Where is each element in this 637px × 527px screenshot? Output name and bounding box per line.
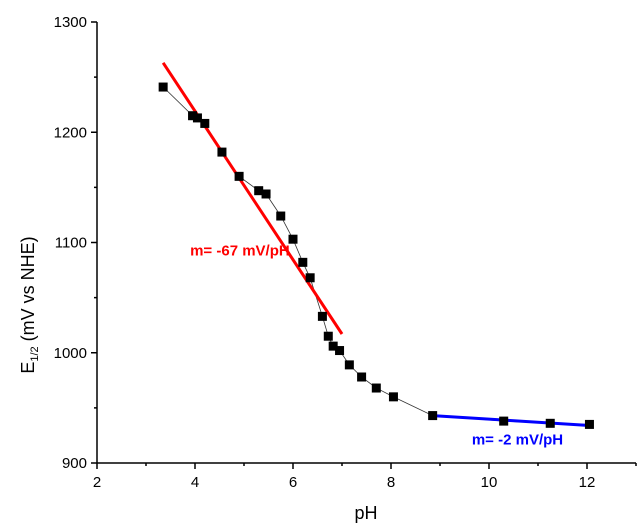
y-tick-label: 1300 xyxy=(54,14,87,31)
labels: 2 4 6 8 10 12 900 1000 1100 1200 1300 m= -67 mV/pH m… xyxy=(54,14,596,491)
data-point xyxy=(261,189,271,199)
fit-label: m= -67 mV/pH xyxy=(190,243,290,260)
x-tick-label: 2 xyxy=(93,474,101,491)
y-tick-label: 1200 xyxy=(54,124,87,141)
fit-line xyxy=(161,61,344,335)
y-axis-title-subscript: 1/2 xyxy=(29,346,41,361)
fit-lines xyxy=(161,61,590,428)
data-point xyxy=(305,273,315,283)
data-point xyxy=(328,341,338,351)
x-tick-label: 10 xyxy=(481,474,498,491)
data-point xyxy=(545,418,555,428)
x-tick-label: 6 xyxy=(289,474,297,491)
x-tick-label: 8 xyxy=(387,474,395,491)
y-axis-title-main: E xyxy=(18,362,38,374)
data-point xyxy=(344,360,354,370)
data-point xyxy=(288,234,298,244)
data-point xyxy=(276,211,286,221)
data-point xyxy=(499,416,509,426)
y-axis-title: E1/2 (mV vs NHE) xyxy=(18,236,41,373)
y-axis-title-rest: (mV vs NHE) xyxy=(18,236,38,346)
data-point xyxy=(188,111,198,121)
data-point xyxy=(388,392,398,402)
x-tick-label: 12 xyxy=(579,474,596,491)
x-axis-title: pH xyxy=(354,503,377,523)
fit-line xyxy=(432,414,590,428)
y-tick-label: 1100 xyxy=(55,235,87,252)
y-tick-label: 1000 xyxy=(54,345,87,362)
data-point xyxy=(371,383,381,393)
data-point xyxy=(200,118,210,128)
fit-label: m= -2 mV/pH xyxy=(472,431,563,448)
axes xyxy=(96,22,636,464)
data-point xyxy=(234,171,244,181)
x-tick-label: 4 xyxy=(191,474,199,491)
data-point xyxy=(323,331,333,341)
data-points xyxy=(158,82,594,429)
y-tick-label: 900 xyxy=(62,455,87,472)
data-point xyxy=(428,411,438,421)
data-point xyxy=(192,113,202,123)
data-point xyxy=(357,372,367,382)
tick-marks xyxy=(91,21,637,469)
data-point xyxy=(298,257,308,267)
data-point xyxy=(584,419,594,429)
data-point xyxy=(317,311,327,321)
data-point xyxy=(158,82,168,92)
data-point xyxy=(217,147,227,157)
data-point xyxy=(254,186,264,196)
data-point xyxy=(335,346,345,356)
